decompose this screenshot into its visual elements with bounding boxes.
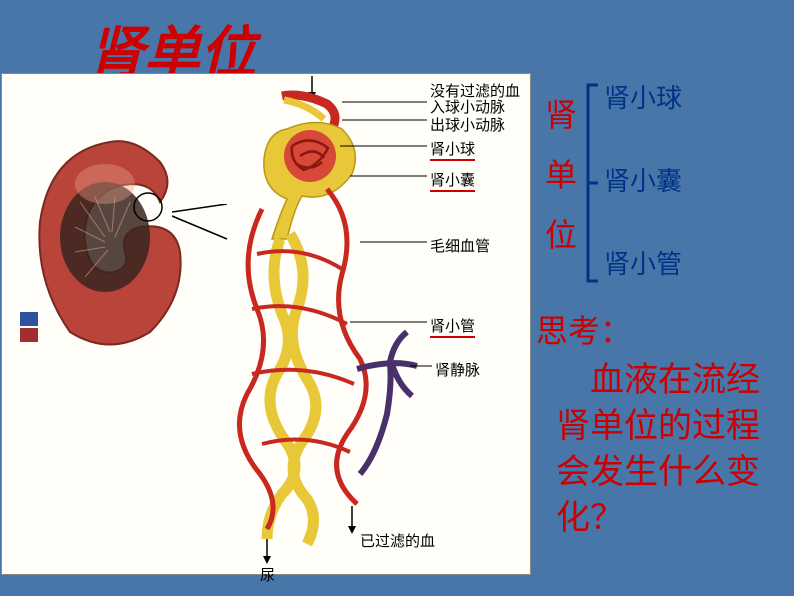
nephron-structure: 没有过滤的血 入球小动脉 出球小动脉 肾小球 肾小囊 毛细血管 肾小管 肾静脉 … bbox=[212, 74, 532, 576]
label-efferent: 出球小动脉 bbox=[430, 114, 505, 135]
label-glomerulus: 肾小球 bbox=[430, 138, 475, 159]
nephron-diagram: 没有过滤的血 入球小动脉 出球小动脉 肾小球 肾小囊 毛细血管 肾小管 肾静脉 … bbox=[1, 73, 531, 575]
label-vein: 肾静脉 bbox=[435, 359, 480, 380]
think-question: 血液在流经肾单位的过程会发生什么变化？ bbox=[556, 358, 786, 542]
label-tubule: 肾小管 bbox=[430, 315, 475, 336]
bracket-item-capsule: 肾小囊 bbox=[604, 161, 682, 198]
label-urine: 尿 bbox=[260, 564, 275, 585]
nephron-components-bracket: 肾单位 肾小球 肾小囊 肾小管 bbox=[536, 78, 794, 288]
bracket-item-tubule: 肾小管 bbox=[604, 244, 682, 281]
bracket-item-glomerulus: 肾小球 bbox=[604, 78, 682, 115]
label-capillary: 毛细血管 bbox=[430, 235, 490, 256]
think-heading: 思考： bbox=[536, 306, 632, 352]
bracket-main-label: 肾单位 bbox=[536, 98, 582, 278]
label-capsule: 肾小囊 bbox=[430, 169, 475, 190]
bracket-items-list: 肾小球 肾小囊 肾小管 bbox=[604, 78, 682, 327]
label-filtered-blood: 已过滤的血 bbox=[360, 530, 435, 551]
bracket-icon bbox=[582, 83, 600, 283]
